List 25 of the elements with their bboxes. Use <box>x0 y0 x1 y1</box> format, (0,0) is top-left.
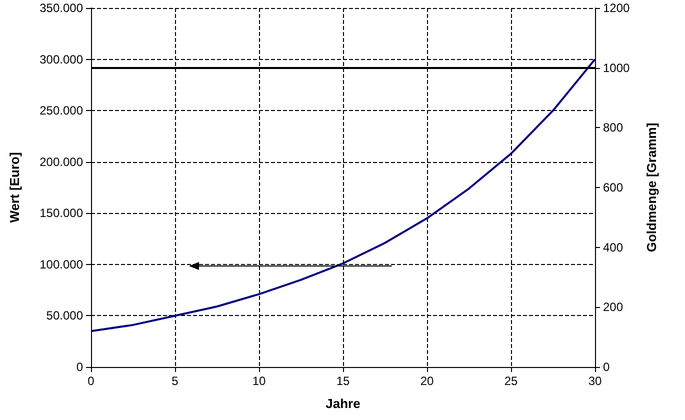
y2-tick-label: 0 <box>603 360 610 374</box>
y-tick-label: 300.000 <box>40 52 84 66</box>
x-tick-label: 10 <box>252 374 266 388</box>
y2-tick-label: 800 <box>603 120 624 135</box>
y-tick-label: 50.000 <box>46 308 84 323</box>
y2-tick-label: 400 <box>603 240 624 254</box>
y-axis-title: Wert [Euro] <box>7 152 22 223</box>
x-tick-label: 5 <box>172 374 179 388</box>
y-tick-label: 250.000 <box>40 104 84 118</box>
y-tick-label: 100.000 <box>40 257 84 272</box>
y-tick-label: 350.000 <box>40 1 84 15</box>
y-tick-label: 0 <box>76 360 84 374</box>
x-tick-label: 0 <box>88 374 95 388</box>
y2-tick-label: 1000 <box>603 60 630 75</box>
y-tick-label: 200.000 <box>40 154 84 169</box>
x-tick-label: 25 <box>504 374 518 388</box>
x-tick-label: 20 <box>420 374 434 388</box>
x-tick-label: 15 <box>336 374 350 388</box>
x-tick-label: 30 <box>588 374 602 388</box>
x-axis-title: Jahre <box>326 396 360 411</box>
y2-tick-label: 1200 <box>603 1 630 15</box>
y-tick-label: 150.000 <box>40 206 84 220</box>
y2-tick-label: 200 <box>603 300 624 314</box>
y2-axis-title: Goldmenge [Gramm] <box>644 122 659 252</box>
y2-tick-label: 600 <box>603 180 624 194</box>
